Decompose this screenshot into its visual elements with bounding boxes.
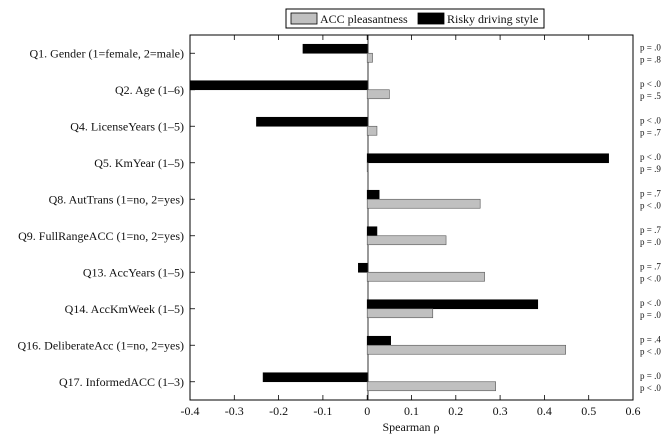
bar-risky-driving bbox=[302, 43, 368, 54]
legend: ACC pleasantness Risky driving style bbox=[285, 8, 545, 29]
x-tick-label: 0.1 bbox=[404, 404, 419, 418]
category-label: Q17. InformedACC (1–3) bbox=[59, 375, 184, 389]
p-value-risky: p = .795 bbox=[640, 261, 661, 271]
bar-acc-pleasantness bbox=[366, 162, 369, 173]
plot-area bbox=[189, 34, 634, 401]
x-tick-label: 0.5 bbox=[581, 404, 596, 418]
p-value-acc: p < .001 bbox=[640, 346, 661, 356]
p-value-risky: p = .051 bbox=[640, 42, 661, 52]
category-label: Q16. DeliberateAcc (1=no, 2=yes) bbox=[18, 338, 184, 352]
bar-acc-pleasantness bbox=[366, 381, 496, 392]
category-label: Q9. FullRangeACC (1=no, 2=yes) bbox=[18, 229, 184, 243]
bars bbox=[189, 43, 609, 392]
x-tick-label: 0.3 bbox=[493, 404, 508, 418]
x-tick-label: -0.1 bbox=[313, 404, 332, 418]
category-label: Q13. AccYears (1–5) bbox=[83, 265, 184, 279]
bar-acc-pleasantness bbox=[366, 89, 390, 100]
category-label: Q5. KmYear (1–5) bbox=[94, 156, 184, 170]
x-tick-label: 0 bbox=[364, 404, 370, 418]
legend-swatch-risky bbox=[417, 12, 445, 25]
p-value-acc: p = .783 bbox=[640, 127, 661, 137]
x-axis-ticks: -0.4 -0.3 -0.2 -0.1 0 0.1 0.2 0.3 0.4 0.5 0.6 bbox=[181, 35, 641, 418]
category-labels: Q1. Gender (1=female, 2=male) Q2. Age (1–… bbox=[18, 46, 195, 389]
p-value-risky: p = .784 bbox=[640, 225, 661, 235]
p-value-risky: p < .001 bbox=[640, 298, 661, 308]
bar-acc-pleasantness bbox=[366, 235, 447, 246]
bar-acc-pleasantness bbox=[366, 125, 378, 136]
bar-risky-driving bbox=[358, 262, 368, 273]
p-value-acc: p = .027 bbox=[640, 237, 661, 247]
x-axis-label: Spearman ρ bbox=[383, 420, 440, 434]
p-value-acc: p < .001 bbox=[640, 200, 661, 210]
legend-label-acc: ACC pleasantness bbox=[320, 12, 408, 26]
bar-acc-pleasantness bbox=[366, 52, 373, 63]
bar-risky-driving bbox=[189, 80, 368, 91]
category-label: Q1. Gender (1=female, 2=male) bbox=[30, 46, 184, 60]
bar-acc-pleasantness bbox=[366, 344, 566, 355]
x-tick-label: -0.2 bbox=[269, 404, 288, 418]
p-value-risky: p = .002 bbox=[640, 371, 661, 381]
bar-risky-driving bbox=[366, 299, 539, 310]
p-value-risky: p < .001 bbox=[640, 152, 661, 162]
category-label: Q8. AutTrans (1=no, 2=yes) bbox=[49, 192, 184, 206]
bar-acc-pleasantness bbox=[366, 271, 485, 282]
category-label: Q4. LicenseYears (1–5) bbox=[70, 119, 184, 133]
p-value-acc: p = .886 bbox=[640, 54, 661, 64]
bar-risky-driving bbox=[366, 189, 380, 200]
legend-swatch-acc bbox=[290, 12, 318, 25]
x-tick-label: -0.4 bbox=[181, 404, 200, 418]
p-value-acc: p = .993 bbox=[640, 164, 661, 174]
p-value-acc: p < .001 bbox=[640, 273, 661, 283]
p-value-risky: p < .001 bbox=[640, 79, 661, 89]
x-tick-label: -0.3 bbox=[225, 404, 244, 418]
p-value-risky: p < .001 bbox=[640, 115, 661, 125]
bar-risky-driving bbox=[366, 226, 378, 237]
bar-risky-driving bbox=[256, 116, 368, 127]
category-label: Q2. Age (1–6) bbox=[115, 83, 184, 97]
bar-acc-pleasantness bbox=[366, 308, 434, 319]
x-tick-label: 0.6 bbox=[626, 404, 641, 418]
p-value-risky: p = .483 bbox=[640, 334, 661, 344]
legend-box bbox=[285, 8, 545, 29]
x-tick-label: 0.2 bbox=[448, 404, 463, 418]
p-value-annotations: p = .051 p = .886 p < .001 p = .519 p < .001… bbox=[640, 42, 661, 393]
bar-risky-driving bbox=[366, 335, 391, 346]
p-value-acc: p = .048 bbox=[640, 310, 661, 320]
p-value-acc: p < .001 bbox=[640, 383, 661, 393]
legend-label-risky: Risky driving style bbox=[447, 12, 538, 26]
bar-risky-driving bbox=[366, 153, 609, 164]
bar-acc-pleasantness bbox=[366, 198, 481, 209]
category-label: Q14. AccKmWeek (1–5) bbox=[65, 302, 184, 316]
bar-risky-driving bbox=[262, 372, 368, 383]
x-tick-label: 0.4 bbox=[537, 404, 552, 418]
p-value-risky: p = .716 bbox=[640, 188, 661, 198]
p-value-acc: p = .519 bbox=[640, 91, 661, 101]
